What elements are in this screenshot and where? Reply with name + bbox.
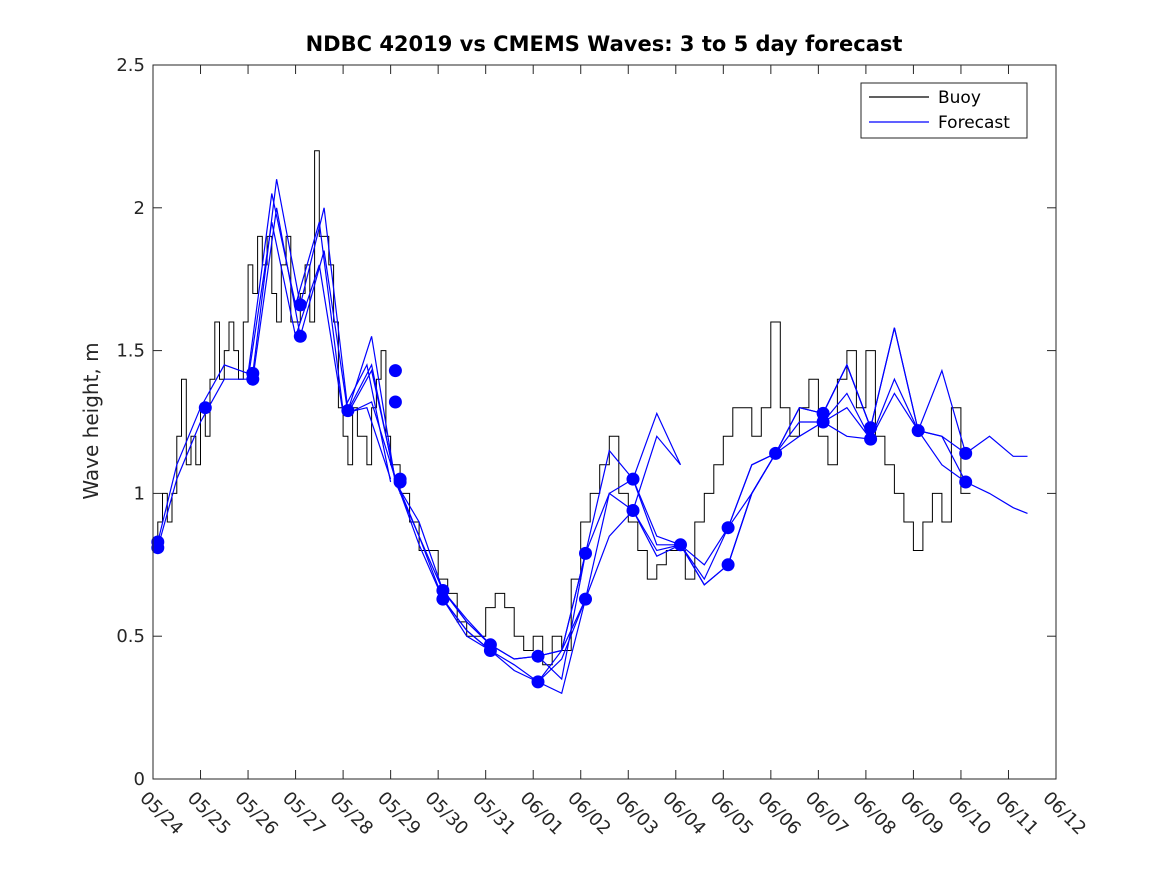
forecast-start-point bbox=[246, 372, 260, 386]
forecast-start-point bbox=[864, 432, 878, 446]
forecast-start-point bbox=[721, 521, 735, 535]
y-axis-label: Wave height, m bbox=[79, 342, 103, 499]
forecast-start-point bbox=[959, 446, 973, 460]
forecast-start-point bbox=[579, 592, 592, 606]
forecast-start-point bbox=[151, 541, 165, 555]
forecast-start-point bbox=[816, 415, 830, 429]
legend-label-buoy: Buoy bbox=[938, 88, 981, 108]
chart-title: NDBC 42019 vs CMEMS Waves: 3 to 5 day fo… bbox=[306, 32, 903, 56]
series-forecast-run-4 bbox=[347, 336, 587, 681]
forecast-start-point bbox=[531, 649, 545, 663]
axes-frame bbox=[152, 64, 1057, 780]
y-axis-ticks: 0 0.5 1 1.5 2 2.5 bbox=[116, 55, 1056, 790]
forecast-start-point bbox=[388, 364, 402, 378]
forecast-start-point bbox=[769, 446, 783, 460]
forecast-start-point bbox=[341, 404, 355, 418]
forecast-start-point bbox=[959, 475, 973, 489]
forecast-start-point bbox=[911, 424, 925, 438]
forecast-start-point bbox=[674, 538, 687, 552]
forecast-start-point bbox=[721, 558, 735, 572]
forecast-start-point bbox=[393, 475, 407, 489]
plot-area bbox=[151, 64, 1057, 780]
forecast-start-point bbox=[293, 298, 307, 312]
series-forecast-run-5 bbox=[347, 368, 587, 695]
forecast-start-point bbox=[198, 401, 212, 415]
series-forecast-run-0 bbox=[157, 193, 392, 543]
legend-label-forecast: Forecast bbox=[938, 113, 1010, 133]
y-tick-label: 2 bbox=[134, 198, 145, 219]
forecast-start-point bbox=[531, 675, 545, 689]
forecast-start-point bbox=[388, 395, 402, 409]
plot-background bbox=[153, 65, 1056, 779]
forecast-start-point bbox=[626, 504, 640, 517]
series-forecast-run-15 bbox=[822, 377, 1028, 514]
forecast-start-point bbox=[436, 592, 450, 606]
legend-box bbox=[860, 82, 1028, 139]
forecast-start-point bbox=[864, 421, 878, 435]
y-tick-label: 1 bbox=[134, 483, 145, 504]
y-tick-label: 2.5 bbox=[116, 55, 145, 76]
forecast-start-point bbox=[483, 644, 497, 657]
y-tick-label: 0 bbox=[134, 769, 145, 790]
forecast-start-point bbox=[626, 472, 640, 486]
y-tick-label: 1.5 bbox=[116, 341, 145, 362]
legend: Buoy Forecast bbox=[860, 82, 1028, 139]
y-tick-label: 0.5 bbox=[116, 626, 145, 647]
forecast-start-point bbox=[293, 329, 307, 343]
series-forecast-run-14 bbox=[822, 327, 1028, 457]
series-forecast-run-8 bbox=[537, 453, 777, 657]
forecast-start-point bbox=[579, 546, 592, 560]
